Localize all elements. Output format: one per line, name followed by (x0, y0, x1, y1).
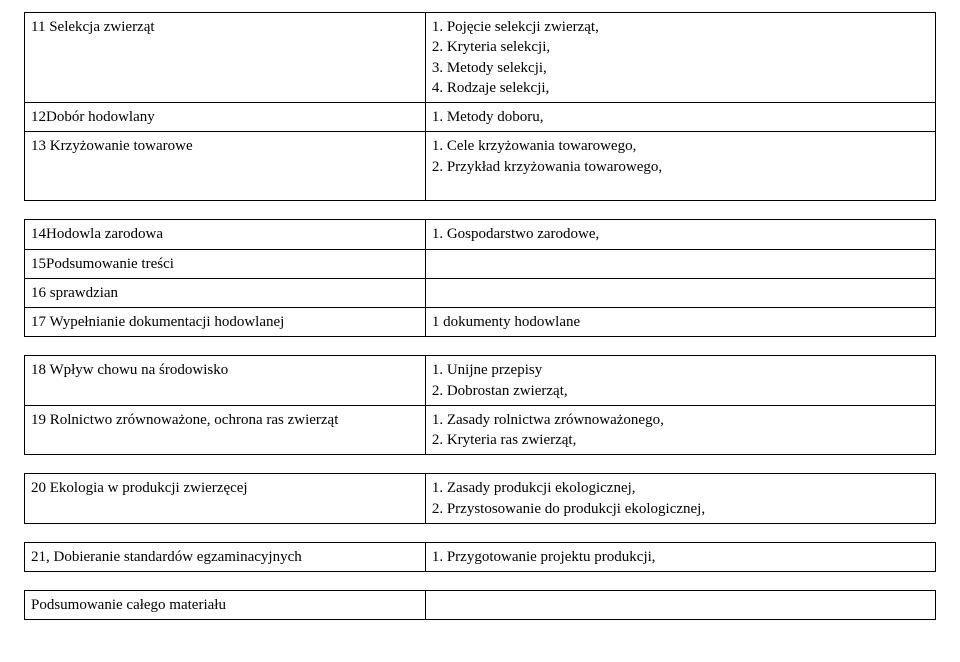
page: 11 Selekcja zwierząt 1. Pojęcie selekcji… (0, 0, 960, 662)
table-row: 21, Dobieranie standardów egzaminacyjnyc… (25, 542, 936, 571)
table-row: 11 Selekcja zwierząt 1. Pojęcie selekcji… (25, 13, 936, 103)
table-3: 18 Wpływ chowu na środowisko 1. Unijne p… (24, 355, 936, 455)
cell-left: 12Dobór hodowlany (25, 103, 426, 132)
cell-left: 19 Rolnictwo zrównoważone, ochrona ras z… (25, 405, 426, 455)
cell-left: 21, Dobieranie standardów egzaminacyjnyc… (25, 542, 426, 571)
cell-right: 1. Cele krzyżowania towarowego,2. Przykł… (425, 132, 935, 201)
table-row: 18 Wpływ chowu na środowisko 1. Unijne p… (25, 356, 936, 406)
cell-right: 1. Pojęcie selekcji zwierząt,2. Kryteria… (425, 13, 935, 103)
cell-left: 20 Ekologia w produkcji zwierzęcej (25, 474, 426, 524)
table-1: 11 Selekcja zwierząt 1. Pojęcie selekcji… (24, 12, 936, 201)
cell-right: 1. Gospodarstwo zarodowe, (425, 220, 935, 249)
cell-right (425, 591, 935, 620)
table-2: 14Hodowla zarodowa 1. Gospodarstwo zarod… (24, 219, 936, 337)
table-row: 16 sprawdzian (25, 278, 936, 307)
table-5: 21, Dobieranie standardów egzaminacyjnyc… (24, 542, 936, 572)
cell-left: 13 Krzyżowanie towarowe (25, 132, 426, 201)
table-row: 19 Rolnictwo zrównoważone, ochrona ras z… (25, 405, 936, 455)
table-row: 14Hodowla zarodowa 1. Gospodarstwo zarod… (25, 220, 936, 249)
table-row: 13 Krzyżowanie towarowe 1. Cele krzyżowa… (25, 132, 936, 201)
cell-right: 1. Zasady produkcji ekologicznej,2. Przy… (425, 474, 935, 524)
cell-left: 18 Wpływ chowu na środowisko (25, 356, 426, 406)
table-row: 20 Ekologia w produkcji zwierzęcej 1. Za… (25, 474, 936, 524)
table-row: Podsumowanie całego materiału (25, 591, 936, 620)
cell-left: Podsumowanie całego materiału (25, 591, 426, 620)
cell-right: 1 dokumenty hodowlane (425, 308, 935, 337)
cell-right (425, 278, 935, 307)
cell-right (425, 249, 935, 278)
cell-right: 1. Metody doboru, (425, 103, 935, 132)
table-row: 17 Wypełnianie dokumentacji hodowlanej 1… (25, 308, 936, 337)
cell-left: 16 sprawdzian (25, 278, 426, 307)
cell-right: 1. Przygotowanie projektu produkcji, (425, 542, 935, 571)
cell-right: 1. Unijne przepisy2. Dobrostan zwierząt, (425, 356, 935, 406)
cell-left: 17 Wypełnianie dokumentacji hodowlanej (25, 308, 426, 337)
cell-right: 1. Zasady rolnictwa zrównoważonego,2. Kr… (425, 405, 935, 455)
table-row: 12Dobór hodowlany 1. Metody doboru, (25, 103, 936, 132)
cell-left: 11 Selekcja zwierząt (25, 13, 426, 103)
table-row: 15Podsumowanie treści (25, 249, 936, 278)
cell-left: 14Hodowla zarodowa (25, 220, 426, 249)
table-4: 20 Ekologia w produkcji zwierzęcej 1. Za… (24, 473, 936, 524)
cell-left: 15Podsumowanie treści (25, 249, 426, 278)
table-6: Podsumowanie całego materiału (24, 590, 936, 620)
